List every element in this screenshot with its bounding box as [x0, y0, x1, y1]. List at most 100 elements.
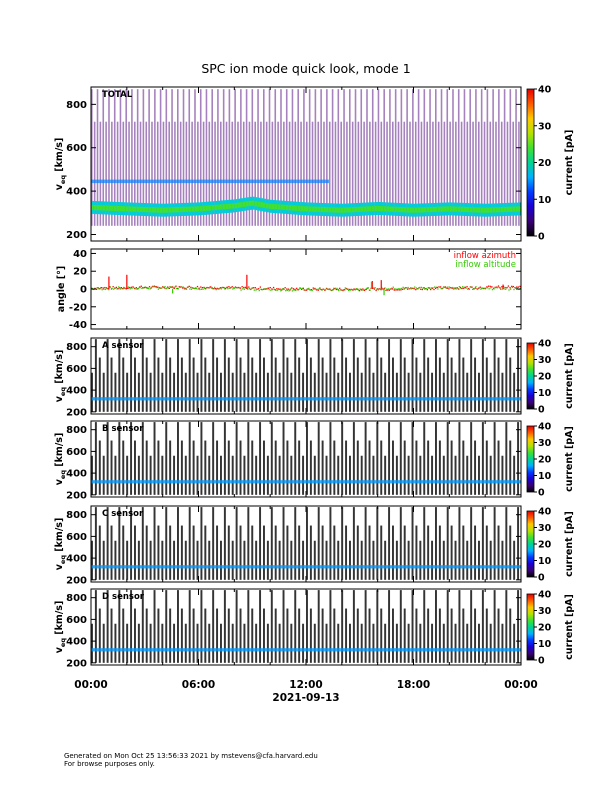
azimuth-point	[352, 289, 354, 291]
panel-label: A sensor	[102, 341, 144, 351]
beam-cell	[274, 648, 279, 652]
spectrum-column	[498, 89, 500, 226]
azimuth-point	[112, 286, 114, 288]
spectrum-column	[313, 540, 316, 580]
spectrum-column	[259, 507, 262, 580]
spectrum-column	[231, 540, 234, 580]
colorbar-tick-label: 30	[538, 121, 552, 132]
altitude-point	[189, 288, 191, 290]
beam-core	[297, 205, 301, 211]
beam-cell	[255, 648, 260, 652]
azimuth-point	[362, 288, 364, 290]
beam-cell	[313, 565, 318, 569]
secondary-band	[271, 179, 275, 184]
altitude-point	[505, 288, 507, 290]
secondary-band	[220, 179, 223, 184]
azimuth-point	[507, 285, 510, 287]
beam-cell	[501, 397, 506, 401]
altitude-point	[217, 288, 219, 290]
beam-cell	[188, 648, 193, 652]
beam-cell	[306, 565, 310, 569]
spectrum-column	[354, 89, 357, 226]
spectrum-column	[369, 121, 371, 226]
spectrum-column	[321, 357, 324, 412]
azimuth-point	[388, 289, 390, 291]
spectrum-column	[505, 422, 508, 495]
spectrum-column	[298, 525, 301, 580]
secondary-band	[208, 179, 212, 184]
spectrum-column	[169, 440, 172, 495]
spectrum-column	[442, 372, 445, 412]
beam-cell	[165, 397, 170, 401]
spectrum-column	[235, 339, 238, 412]
altitude-point	[142, 287, 145, 289]
altitude-point	[346, 288, 348, 290]
altitude-point	[357, 289, 360, 291]
colorbar-tick-label: 30	[538, 438, 552, 449]
beam-core	[159, 207, 163, 213]
spectrum-column	[137, 372, 140, 412]
spectrum-column	[239, 357, 242, 412]
spectrum-column	[481, 339, 484, 412]
beam-cell	[169, 397, 174, 401]
spectrum-column	[337, 623, 340, 663]
colorbar-tick-label: 10	[538, 388, 552, 399]
altitude-point	[374, 286, 376, 289]
colorbar-label: current [pA]	[564, 130, 575, 196]
beam-cell	[337, 565, 342, 569]
y-tick-label: 400	[66, 187, 87, 198]
beam-core	[472, 207, 476, 213]
spectrum-column	[231, 121, 234, 226]
altitude-point	[121, 288, 123, 290]
spectrum-column	[309, 440, 312, 495]
spectrum-column	[356, 357, 359, 412]
spectrum-column	[177, 339, 179, 412]
colorbar-tick-label: 20	[538, 158, 552, 169]
azimuth-point	[339, 287, 341, 289]
beam-cell	[442, 648, 447, 652]
colorbar-tick-label: 40	[538, 339, 552, 350]
beam-cell	[474, 565, 478, 569]
azimuth-point	[468, 287, 470, 290]
spectrum-column	[98, 357, 101, 412]
y-tick-label: 800	[66, 425, 87, 436]
beam-cell	[462, 648, 467, 652]
spectrum-column	[197, 121, 199, 226]
beam-core	[202, 205, 206, 212]
altitude-point	[104, 288, 107, 291]
spectrum-column	[114, 540, 117, 580]
altitude-point	[252, 287, 254, 289]
spectrum-column	[184, 623, 187, 663]
azimuth-point	[436, 286, 438, 289]
beam-core	[105, 205, 109, 211]
spectrum-column	[116, 121, 119, 226]
beam-cell	[380, 565, 385, 569]
spectrum-column	[366, 89, 368, 226]
beam-core	[228, 203, 232, 209]
altitude-point	[347, 289, 350, 292]
azimuth-point	[413, 288, 415, 290]
azimuth-point	[286, 288, 288, 290]
spectrum-column	[274, 357, 277, 412]
beam-cell	[180, 480, 185, 484]
y-label-unit: [km/s]	[54, 601, 65, 638]
spectrum-column	[173, 372, 176, 412]
beam-cell	[333, 480, 338, 484]
altitude-point	[207, 287, 209, 289]
beam-cell	[364, 648, 369, 652]
spectrum-column	[131, 89, 133, 226]
altitude-point	[232, 288, 234, 290]
beam-cell	[274, 397, 279, 401]
secondary-band	[222, 179, 226, 184]
spectrum-column	[388, 339, 391, 412]
altitude-point	[161, 287, 163, 289]
altitude-point	[428, 287, 431, 290]
colorbar-scale	[526, 593, 535, 661]
beam-core	[265, 203, 269, 209]
beam-cell	[446, 648, 451, 652]
spectrum-column	[380, 121, 383, 226]
beam-cell	[438, 397, 443, 401]
beam-cell	[345, 565, 349, 569]
